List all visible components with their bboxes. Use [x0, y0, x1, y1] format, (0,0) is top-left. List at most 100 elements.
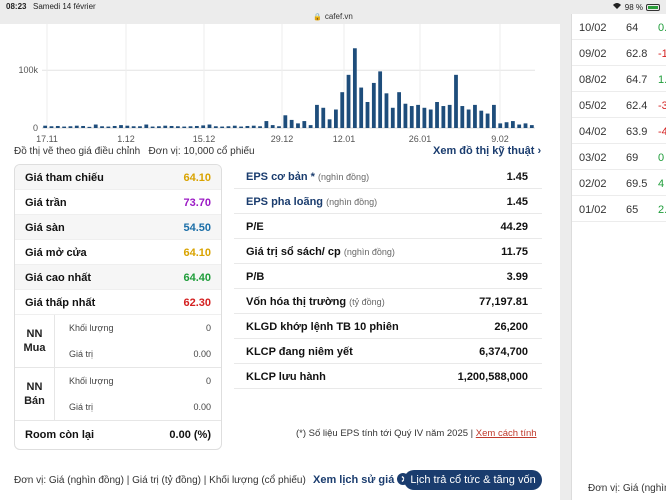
history-change: -4.7 [658, 126, 666, 138]
history-row: 05/02 62.4 -3 [572, 92, 666, 118]
volume-bar [371, 82, 376, 128]
foreign-buy-label: NN Mua [15, 315, 55, 368]
volume-bar [504, 122, 509, 128]
history-row: 03/02 69 0 [572, 144, 666, 170]
volume-bar [264, 121, 269, 128]
field-label: Khối lượng [69, 323, 114, 333]
history-change: 4 [658, 178, 665, 190]
room-remaining-row: Room còn lại 0.00 (%) [15, 422, 221, 447]
dividend-schedule-button[interactable]: Lịch trả cổ tức & tăng vốn [404, 470, 542, 490]
price-row-reference: Giá tham chiếu 64.10 [15, 165, 221, 190]
battery-icon [646, 3, 660, 11]
volume-chart: 17.11 1.12 15.12 29.12 12.01 26.01 9.02 0 100k [18, 24, 535, 144]
field-label: Khối lượng [69, 376, 114, 386]
field-value: 0.00 [193, 402, 211, 412]
history-price: 62.4 [626, 100, 648, 112]
price-value: 73.70 [183, 197, 211, 209]
volume-bar [384, 93, 389, 128]
y-tick-label: 0 [33, 123, 38, 133]
volume-bar [327, 119, 332, 128]
metric-value: 1.45 [506, 171, 528, 183]
price-row-low: Giá thấp nhất 62.30 [15, 290, 221, 315]
price-history-link[interactable]: Xem lịch sử giá [313, 473, 410, 486]
volume-bar [144, 124, 149, 128]
volume-bar [201, 125, 206, 128]
history-change: 0 [658, 152, 665, 164]
url-text: cafef.vn [324, 12, 353, 21]
volume-bar [81, 125, 85, 128]
history-price: 69 [626, 152, 639, 164]
x-tick-label: 15.12 [193, 134, 216, 144]
volume-bar [245, 125, 250, 128]
history-date: 03/02 [579, 152, 607, 164]
room-label: Room còn lại [25, 429, 95, 441]
metric-value: 1,200,588,000 [457, 371, 528, 383]
technical-chart-link[interactable]: Xem đồ thị kỹ thuật › [433, 145, 541, 157]
x-tick-label: 9.02 [491, 134, 509, 144]
technical-chart-link-label: Xem đồ thị kỹ thuật [433, 145, 535, 157]
history-price: 63.9 [626, 126, 648, 138]
volume-bar [334, 109, 338, 128]
volume-bar [232, 125, 237, 128]
metric-outstanding-shares: KLCP lưu hành 1,200,588,000 [234, 364, 542, 389]
volume-bar [182, 126, 187, 128]
main-content: 17.11 1.12 15.12 29.12 12.01 26.01 9.02 0 100k Đ… [0, 24, 560, 500]
volume-bar [239, 126, 243, 128]
volume-bar [315, 104, 319, 128]
volume-bar [87, 126, 92, 128]
volume-bar [100, 126, 104, 128]
history-price: 64.7 [626, 74, 648, 86]
volume-bar [258, 126, 262, 128]
x-tick-label: 26.01 [409, 134, 432, 144]
volume-bar [125, 125, 130, 128]
metric-pe: P/E 44.29 [234, 214, 542, 239]
units-legend: Đơn vị: Giá (nghìn đồng) | Giá trị (tỷ đ… [14, 475, 306, 486]
field-label: Giá trị [69, 349, 94, 359]
history-change: 0. [658, 22, 666, 34]
volume-bar [150, 126, 155, 128]
price-label: Giá mở cửa [25, 247, 87, 259]
volume-bar [510, 121, 515, 128]
metric-value: 6,374,700 [479, 346, 528, 358]
price-history-link-label: Xem lịch sử giá [313, 474, 395, 486]
price-row-high: Giá cao nhất 64.40 [15, 265, 221, 290]
metric-eps-basic: EPS cơ bản * (nghìn đồng) 1.45 [234, 164, 542, 189]
history-date: 02/02 [579, 178, 607, 190]
volume-bar [340, 92, 345, 128]
volume-bar [390, 107, 395, 128]
history-change: 2. [658, 204, 666, 216]
volume-bar [409, 106, 414, 128]
battery-percent: 98 % [624, 2, 643, 12]
foreign-buy-volume: Khối lượng 0 [55, 315, 221, 341]
volume-bar [529, 125, 534, 128]
volume-bar [277, 126, 281, 128]
history-row: 08/02 64.7 1. [572, 66, 666, 92]
volume-bar [131, 126, 136, 128]
price-row-open: Giá mở cửa 64.10 [15, 240, 221, 265]
foreign-buy-value: Giá trị 0.00 [55, 341, 221, 367]
history-price: 64 [626, 22, 639, 34]
x-tick-label: 12.01 [333, 134, 356, 144]
x-tick-label: 1.12 [117, 134, 135, 144]
history-change: -3 [658, 100, 666, 112]
metric-value: 26,200 [494, 321, 528, 333]
y-tick-label: 100k [18, 65, 38, 75]
address-bar[interactable]: 🔒 cafef.vn [0, 12, 666, 24]
volume-bar [283, 115, 288, 128]
volume-bar [321, 107, 326, 128]
history-date: 01/02 [579, 204, 607, 216]
metric-market-cap: Vốn hóa thị trường (tỷ đồng) 77,197.81 [234, 289, 542, 314]
volume-bar [55, 125, 60, 128]
volume-bar [106, 126, 111, 128]
volume-bar [485, 113, 490, 128]
volume-bar [498, 123, 503, 128]
calculation-method-link[interactable]: Xem cách tính [475, 428, 537, 439]
volume-bar [302, 121, 307, 128]
volume-bar [460, 106, 465, 128]
history-date: 10/02 [579, 22, 607, 34]
field-value: 0 [205, 323, 211, 333]
volume-bar [473, 104, 477, 128]
volume-bar [289, 119, 294, 128]
price-label: Giá tham chiếu [25, 172, 104, 184]
metric-value: 77,197.81 [479, 296, 528, 308]
